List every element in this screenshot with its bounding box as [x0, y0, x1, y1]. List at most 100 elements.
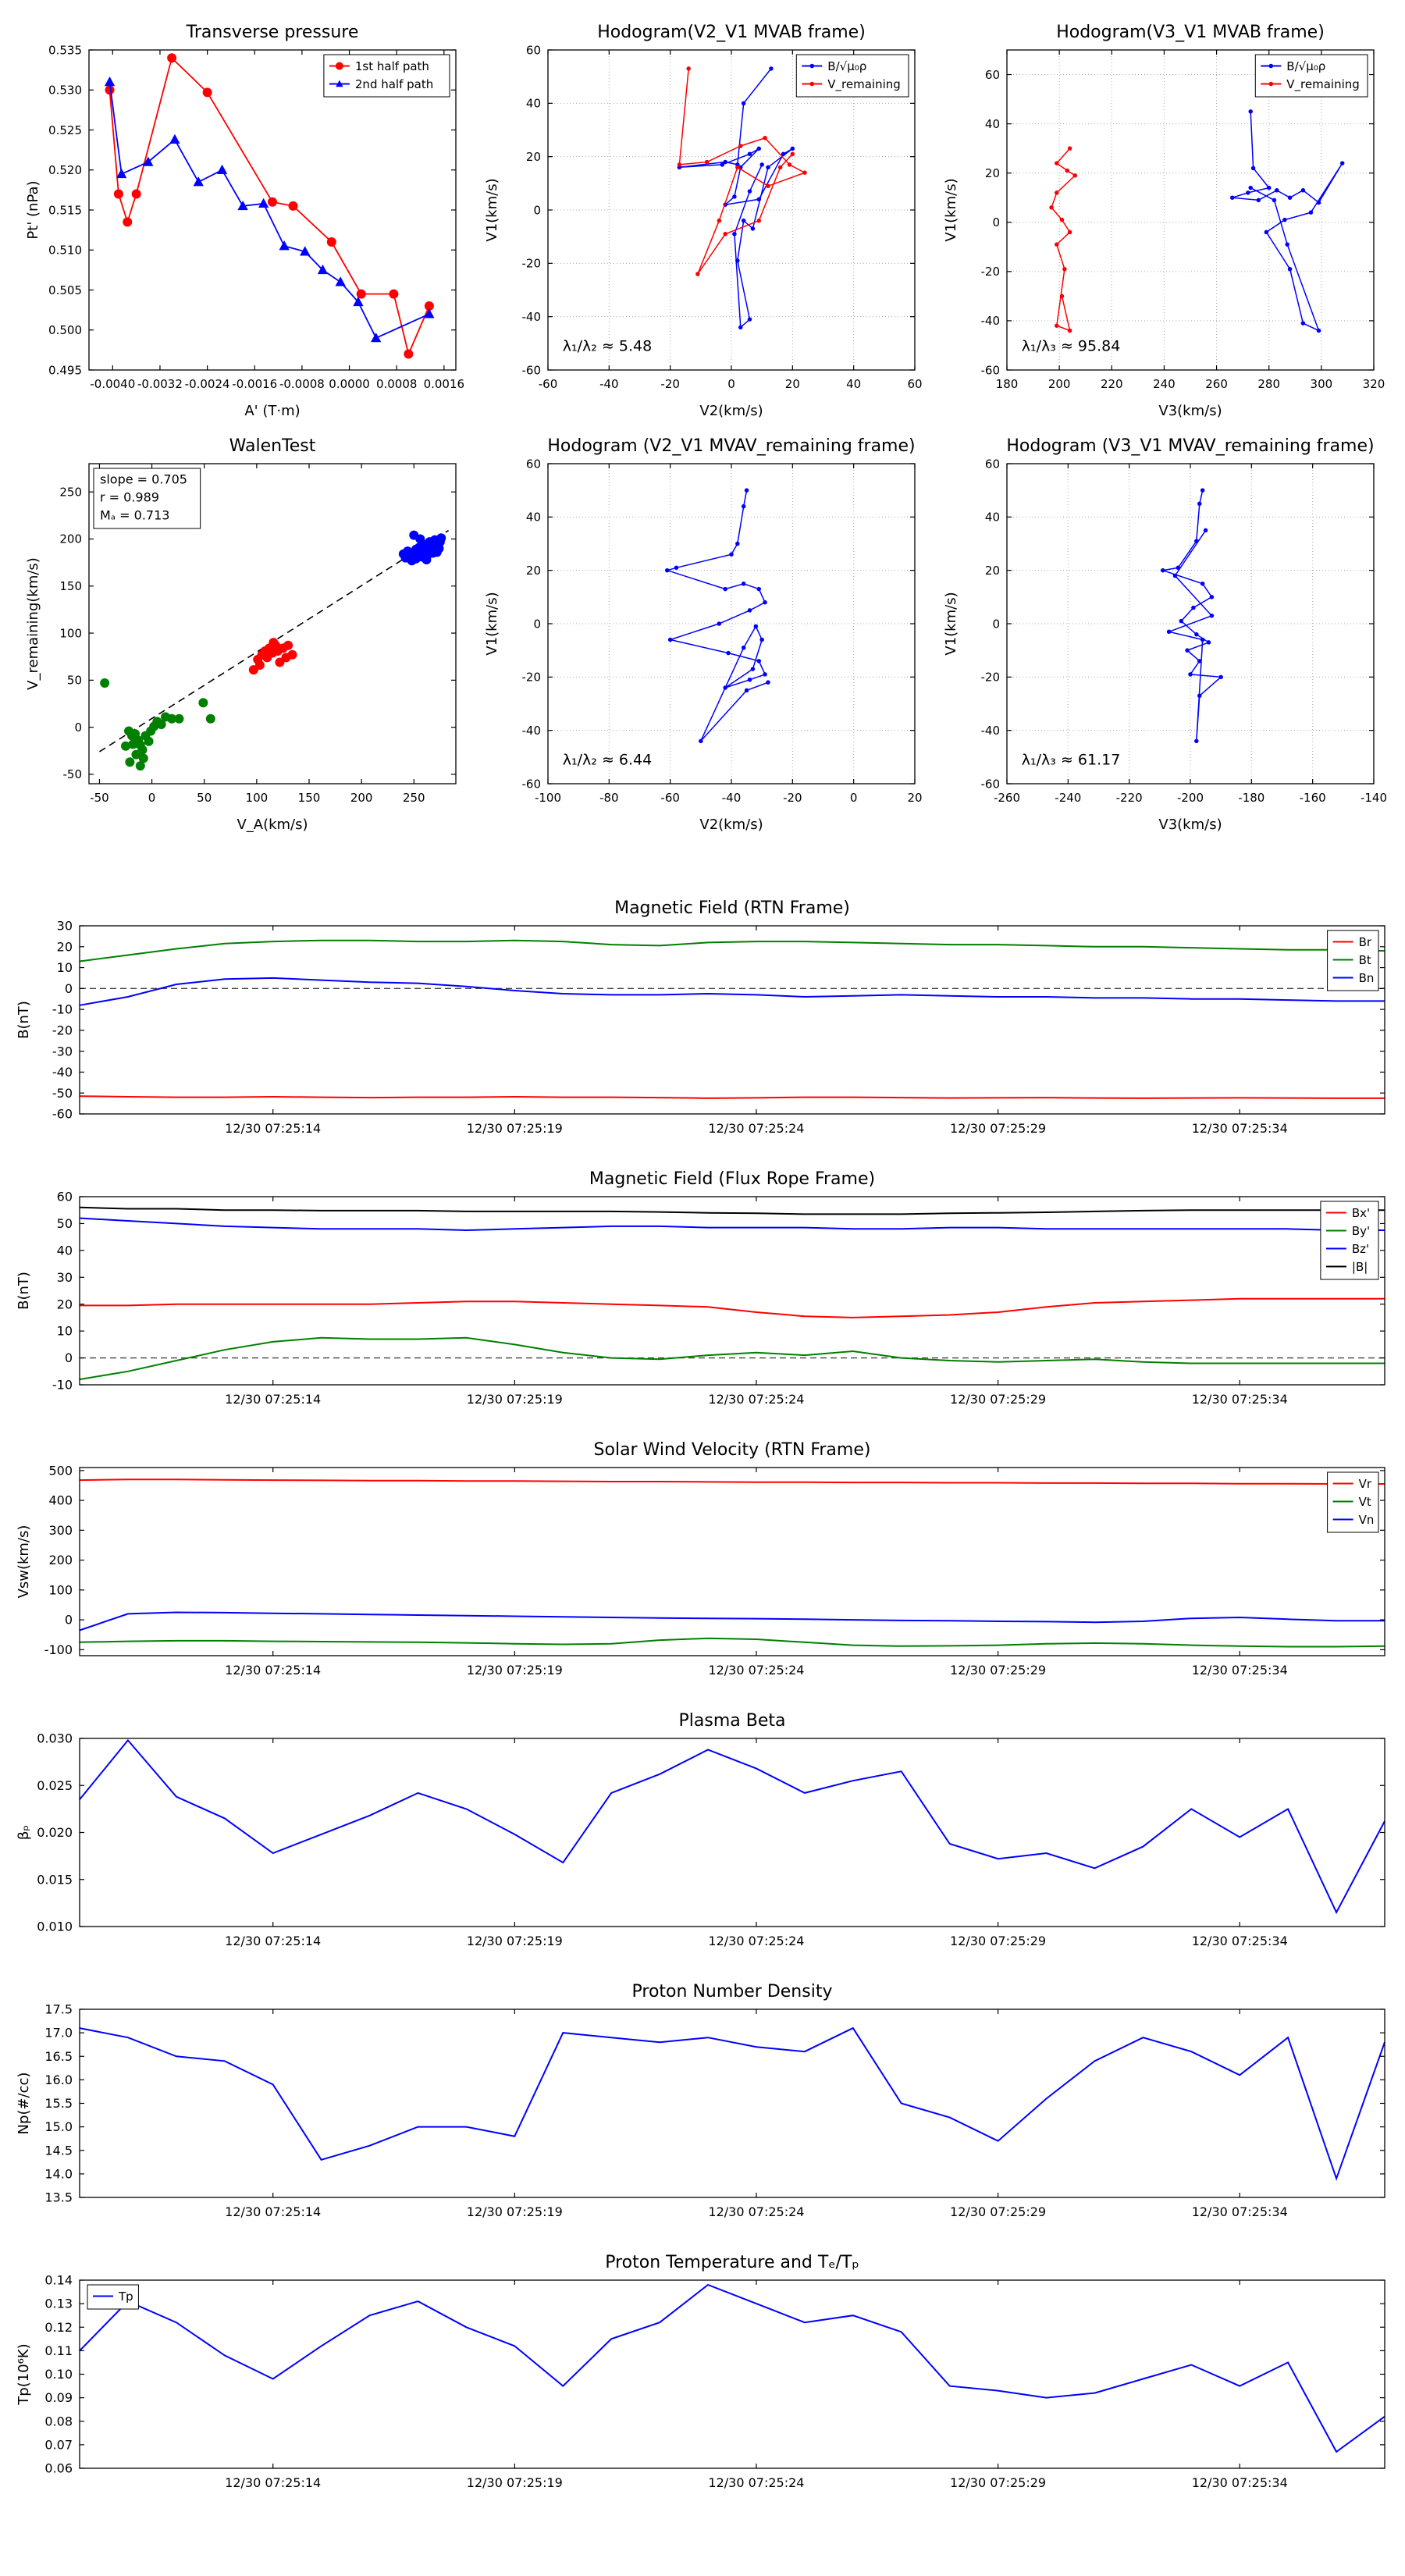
svg-text:-60: -60 — [981, 363, 1001, 377]
hodogram-v2v1-mvab-chart: -60 -40 -20 0 20 40 60 -60 -40 -20 0 20 40 60 Hodogram… — [476, 11, 929, 425]
svg-text:260: 260 — [1205, 377, 1228, 391]
svg-text:20: 20 — [985, 166, 1000, 180]
svg-text:-0.0040: -0.0040 — [90, 377, 135, 391]
svg-text:0.515: 0.515 — [48, 203, 82, 217]
svg-text:16.5: 16.5 — [44, 2049, 73, 2064]
svg-text:Tp(10⁶K): Tp(10⁶K) — [16, 2343, 32, 2405]
walen-test-chart: -50 0 50 100 150 200 250 -50 0 50 100 150 200 250 Wale… — [17, 425, 470, 838]
svg-text:A' (T·m): A' (T·m) — [244, 403, 300, 419]
svg-text:Plasma Beta: Plasma Beta — [679, 1711, 786, 1731]
svg-text:-0.0032: -0.0032 — [137, 377, 183, 391]
svg-text:12/30 07:25:34: 12/30 07:25:34 — [1192, 1121, 1288, 1136]
svg-text:12/30 07:25:29: 12/30 07:25:29 — [950, 2204, 1046, 2219]
svg-text:V_A(km/s): V_A(km/s) — [237, 817, 308, 833]
magnetic-field-fluxrope-panel: 12/30 07:25:14 12/30 07:25:19 12/30 07:25:… — [8, 1164, 1397, 1425]
svg-text:V3(km/s): V3(km/s) — [1158, 817, 1222, 833]
svg-text:By': By' — [1352, 1224, 1370, 1238]
analysis-charts-row-2: -50 0 50 100 150 200 250 -50 0 50 100 150 200 250 Wale… — [0, 425, 1405, 838]
svg-text:40: 40 — [526, 97, 541, 111]
multi-panel-analysis-figure: -0.0040 -0.0032 -0.0024 -0.0016 -0.0008 0.000… — [0, 11, 1405, 2509]
svg-text:Hodogram(V3_V1 MVAB frame): Hodogram(V3_V1 MVAB frame) — [1056, 23, 1325, 42]
svg-text:15.0: 15.0 — [44, 2119, 73, 2134]
svg-text:40: 40 — [57, 1243, 73, 1258]
svg-text:40: 40 — [526, 511, 541, 525]
svg-text:0: 0 — [992, 617, 1000, 631]
proton-temperature-panel: 12/30 07:25:14 12/30 07:25:19 12/30 07:25:… — [8, 2247, 1397, 2509]
svg-text:-40: -40 — [522, 310, 542, 324]
svg-text:Proton Number Density: Proton Number Density — [632, 1982, 833, 2001]
hodogram-v3v1-mvab-chart: 180 200 220 240 260 280 300 320 -60 -40 -20 0 20 40 60… — [935, 11, 1388, 425]
svg-text:-50: -50 — [52, 1086, 73, 1101]
svg-text:20: 20 — [907, 791, 922, 805]
analysis-charts-row-1: -0.0040 -0.0032 -0.0024 -0.0016 -0.0008 0.000… — [0, 11, 1405, 425]
svg-text:-20: -20 — [522, 671, 542, 685]
svg-text:12/30 07:25:34: 12/30 07:25:34 — [1192, 1392, 1288, 1407]
svg-text:20: 20 — [985, 564, 1000, 578]
svg-text:150: 150 — [298, 791, 321, 805]
svg-text:-80: -80 — [599, 791, 619, 805]
proton-density-panel: 12/30 07:25:14 12/30 07:25:19 12/30 07:25:… — [8, 1976, 1397, 2238]
svg-text:0.13: 0.13 — [44, 2297, 73, 2311]
svg-text:-10: -10 — [52, 1378, 73, 1393]
svg-text:-100: -100 — [535, 791, 561, 805]
svg-text:200: 200 — [59, 532, 82, 546]
svg-text:0.025: 0.025 — [37, 1778, 73, 1793]
svg-text:|B|: |B| — [1352, 1260, 1368, 1274]
svg-text:Hodogram (V2_V1 MVAV_remaining: Hodogram (V2_V1 MVAV_remaining frame) — [547, 436, 915, 456]
svg-text:200: 200 — [48, 1553, 73, 1567]
svg-text:12/30 07:25:19: 12/30 07:25:19 — [467, 1392, 563, 1407]
svg-text:12/30 07:25:14: 12/30 07:25:14 — [225, 2475, 321, 2490]
svg-text:-240: -240 — [1055, 791, 1081, 805]
svg-text:Vr: Vr — [1359, 1477, 1372, 1491]
svg-text:40: 40 — [846, 377, 861, 391]
svg-text:0: 0 — [74, 720, 82, 735]
svg-text:12/30 07:25:14: 12/30 07:25:14 — [225, 1934, 321, 1948]
svg-text:-30: -30 — [52, 1044, 73, 1059]
svg-text:-50: -50 — [63, 767, 83, 781]
svg-text:Bn: Bn — [1359, 971, 1375, 985]
hodogram-v2v1-mvav-chart: -100 -80 -60 -40 -20 0 20 -60 -40 -20 0 20 40 60 Hodog… — [476, 425, 929, 838]
svg-text:0.0016: 0.0016 — [424, 377, 465, 391]
svg-text:0: 0 — [148, 791, 156, 805]
svg-text:250: 250 — [59, 485, 82, 499]
svg-text:-40: -40 — [981, 724, 1001, 738]
svg-text:-50: -50 — [90, 791, 109, 805]
svg-text:-60: -60 — [522, 363, 542, 377]
transverse-pressure-chart: -0.0040 -0.0032 -0.0024 -0.0016 -0.0008 0.000… — [17, 11, 470, 425]
svg-text:0.10: 0.10 — [44, 2367, 73, 2382]
svg-text:Solar Wind Velocity (RTN Frame: Solar Wind Velocity (RTN Frame) — [594, 1440, 871, 1460]
svg-text:-260: -260 — [994, 791, 1020, 805]
svg-text:V_remaining: V_remaining — [1286, 77, 1360, 92]
svg-text:-20: -20 — [52, 1023, 73, 1037]
svg-text:V_remaining: V_remaining — [827, 77, 901, 92]
svg-text:Transverse pressure: Transverse pressure — [186, 23, 359, 42]
svg-text:0: 0 — [533, 203, 541, 217]
svg-text:Mₐ = 0.713: Mₐ = 0.713 — [100, 508, 169, 523]
svg-text:12/30 07:25:29: 12/30 07:25:29 — [950, 1934, 1046, 1948]
svg-text:12/30 07:25:24: 12/30 07:25:24 — [708, 2475, 804, 2490]
svg-text:V2(km/s): V2(km/s) — [699, 403, 763, 419]
svg-text:12/30 07:25:19: 12/30 07:25:19 — [467, 1121, 563, 1136]
svg-text:20: 20 — [526, 150, 541, 164]
svg-text:Tp: Tp — [118, 2290, 133, 2304]
svg-text:60: 60 — [907, 377, 922, 391]
svg-text:-10: -10 — [52, 1002, 73, 1017]
svg-text:12/30 07:25:24: 12/30 07:25:24 — [708, 1392, 804, 1407]
svg-text:-160: -160 — [1300, 791, 1326, 805]
svg-text:12/30 07:25:29: 12/30 07:25:29 — [950, 1121, 1046, 1136]
svg-text:0.06: 0.06 — [44, 2461, 73, 2476]
svg-text:Hodogram(V2_V1 MVAB frame): Hodogram(V2_V1 MVAB frame) — [597, 23, 866, 42]
svg-text:100: 100 — [246, 791, 269, 805]
svg-text:slope = 0.705: slope = 0.705 — [100, 472, 187, 487]
svg-text:0.14: 0.14 — [44, 2273, 73, 2288]
svg-text:V2(km/s): V2(km/s) — [699, 817, 763, 833]
svg-text:0.0000: 0.0000 — [329, 377, 370, 391]
svg-text:-60: -60 — [52, 1107, 73, 1122]
svg-text:WalenTest: WalenTest — [229, 436, 316, 456]
svg-text:V1(km/s): V1(km/s) — [943, 178, 959, 241]
hodogram-v3v1-mvav-chart: -260 -240 -220 -200 -180 -160 -140 -60 -40 -20 0 20… — [935, 425, 1388, 838]
svg-text:0: 0 — [850, 791, 858, 805]
svg-text:0: 0 — [65, 981, 73, 996]
svg-text:B/√μ₀ρ: B/√μ₀ρ — [827, 59, 866, 73]
svg-text:0.0008: 0.0008 — [376, 377, 418, 391]
